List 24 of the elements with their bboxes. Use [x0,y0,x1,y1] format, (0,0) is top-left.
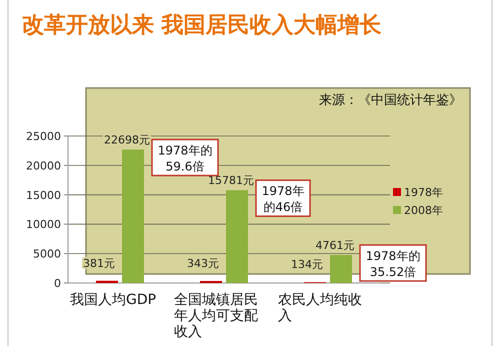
y-tick-label: 15000 [26,188,61,202]
annotation: 1978年的35.52倍 [366,249,420,280]
data-label: 4761元 [316,239,354,252]
y-tick-label: 0 [54,277,61,290]
x-tick-label: 我国人均GDP [70,292,156,308]
bar [122,150,144,283]
data-label: 134元 [291,258,323,272]
y-tick-label: 25000 [26,130,61,143]
annotation: 1978年的59.6倍 [158,144,212,174]
data-label: 15781元 [208,174,254,188]
bar [226,190,248,283]
legend-label: 2008年 [404,204,443,217]
y-tick-label: 10000 [26,218,61,232]
data-label: 343元 [187,256,219,270]
x-tick-label: 全国城镇居民年人均可支配收入 [174,292,258,340]
data-label: 22698元 [104,134,150,147]
x-tick-label: 农民人均纯收入 [278,292,362,324]
y-tick-label: 20000 [26,159,61,172]
legend-label: 1978年 [404,186,443,199]
source-note: 来源：《中国统计年鉴》 [319,93,462,108]
annotation: 1978年的46倍 [262,184,304,214]
y-tick-label: 5000 [33,248,61,261]
chart-title: 改革开放以来 我国居民收入大幅增长 [22,13,383,38]
bar [330,255,352,283]
